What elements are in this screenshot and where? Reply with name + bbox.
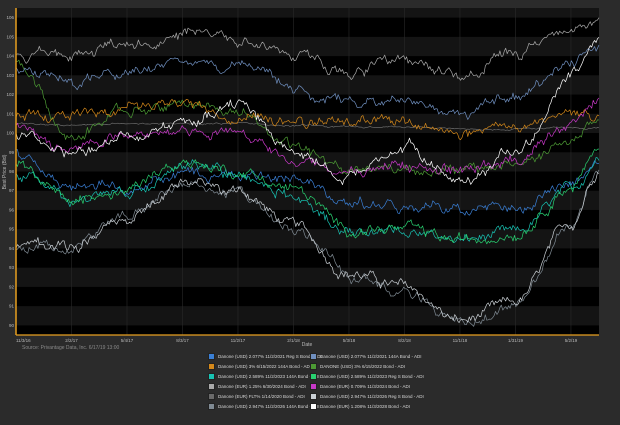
series-line [15, 148, 600, 245]
series-line [15, 98, 600, 141]
legend-label: Danone (EUR) FLT% 1/14/2020 Bond - ADI [218, 394, 305, 399]
series-line [15, 169, 600, 327]
x-tick-label: 5/2/19 [565, 338, 578, 343]
legend-label: Danone (USD) 3% 6/15/2022 144A Bond - AD… [218, 364, 312, 369]
legend-item: Danone (EUR) 0.709% 11/3/2024 Bond - ADI [310, 383, 410, 390]
legend-swatch [310, 363, 317, 370]
legend-swatch [310, 353, 317, 360]
series-line [15, 37, 600, 186]
series-line [15, 59, 600, 177]
y-tick-label: 91 [9, 304, 15, 309]
legend-swatch [310, 393, 317, 400]
legend-swatch [208, 363, 215, 370]
legend-label: Danone (EUR) 1.25% 6/30/2024 Bond - ADI [218, 384, 306, 389]
series-line [15, 97, 600, 178]
legend-item: Danone (EUR) 1.25% 6/30/2024 Bond - ADI [208, 383, 306, 390]
legend-item: Danone (EUR) FLT% 1/14/2020 Bond - ADI [208, 393, 305, 400]
y-band [16, 36, 599, 57]
legend-item: DANONE (USD) 3% 6/15/2022 Bond - ADI [310, 363, 405, 370]
y-tick-label: 100 [6, 131, 14, 136]
x-tick-label: 2/2/17 [65, 338, 78, 343]
y-band [16, 306, 599, 326]
y-tick-label: 94 [9, 246, 15, 251]
series-line [15, 17, 600, 81]
x-tick-label: 11/2/17 [231, 338, 246, 343]
y-tick-label: 101 [6, 111, 14, 116]
y-band [16, 113, 599, 134]
legend-swatch [208, 393, 215, 400]
y-tick-label: 95 [9, 227, 15, 232]
series-line [15, 44, 600, 120]
legend-label: Danone (USD) 2.947% 11/2/2026 144A Bond … [218, 404, 320, 409]
legend-label: Danone (USD) 2.947% 11/2/2026 Reg S Bond… [320, 394, 424, 399]
legend-item: Danone (USD) 2.077% 11/2/2021 144A Bond … [310, 353, 421, 360]
x-tick-label: 5/4/17 [121, 338, 134, 343]
y-band [16, 75, 599, 95]
series-line [15, 149, 600, 216]
series-line [15, 172, 600, 323]
x-tick-label: 1/31/19 [508, 338, 524, 343]
legend-item: Danone (USD) 3% 6/15/2022 144A Bond - AD… [208, 363, 311, 370]
y-tick-label: 105 [6, 34, 14, 39]
x-tick-label: 8/2/18 [398, 338, 411, 343]
y-tick-label: 92 [9, 284, 15, 289]
y-tick-label: 104 [6, 54, 14, 59]
legend-label: DANONE (USD) 3% 6/15/2022 Bond - ADI [320, 364, 406, 369]
legend-label: Danone (USD) 2.589% 11/2/2023 144A Bond … [218, 374, 320, 379]
y-tick-label: 102 [6, 92, 14, 97]
legend: Danone (USD) 2.077% 11/2/2021 Reg S Bond… [208, 353, 618, 417]
series-lines [15, 17, 600, 327]
x-tick-label: 11/3/16 [16, 338, 31, 343]
legend-swatch [208, 373, 215, 380]
y-axis-title: Best Price (Bid) [2, 154, 8, 189]
x-tick-label: 2/1/18 [287, 338, 300, 343]
legend-label: Danone (EUR) 1.208% 11/3/2028 Bond - ADI [320, 404, 410, 409]
y-tick-label: 98 [9, 169, 15, 174]
legend-swatch [208, 403, 215, 410]
x-tick-label: 5/3/18 [343, 338, 356, 343]
legend-item: Danone (USD) 2.589% 11/2/2023 144A Bond … [208, 373, 319, 380]
y-band [16, 8, 599, 18]
x-tick-label: 8/3/17 [176, 338, 189, 343]
legend-item: Danone (EUR) 1.208% 11/3/2028 Bond - ADI [310, 403, 410, 410]
y-tick-label: 93 [9, 265, 15, 270]
legend-swatch [310, 403, 317, 410]
legend-item: Danone (USD) 2.947% 11/2/2026 Reg S Bond… [310, 393, 424, 400]
legend-swatch [310, 383, 317, 390]
x-axis-title: Date [302, 342, 313, 348]
legend-label: Danone (USD) 2.077% 11/2/2021 Reg S Bond… [218, 354, 322, 359]
y-tick-label: 96 [9, 207, 15, 212]
source-note: Source: Privantage Data, Inc. 6/17/19 13… [22, 345, 120, 351]
y-tick-labels: 90 91 92 93 94 95 96 97 98 99 100 101 102 103 104 105 10… [6, 15, 14, 328]
y-tick-label: 97 [9, 188, 15, 193]
legend-swatch [208, 353, 215, 360]
y-tick-label: 90 [9, 323, 15, 328]
legend-swatch [208, 383, 215, 390]
y-tick-label: 103 [6, 73, 14, 78]
legend-swatch [310, 373, 317, 380]
y-band [16, 267, 599, 287]
x-tick-label: 11/1/18 [453, 338, 468, 343]
y-band [16, 229, 599, 249]
y-band [16, 190, 599, 210]
legend-label: Danone (USD) 2.077% 11/2/2021 144A Bond … [320, 354, 422, 359]
y-tick-label: 99 [9, 150, 15, 155]
x-tick-labels: 11/3/16 2/2/17 5/4/17 8/3/17 11/2/17 2/1/18 5/… [16, 338, 578, 343]
legend-item: Danone (USD) 2.947% 11/2/2026 144A Bond … [208, 403, 319, 410]
legend-item: Danone (USD) 2.589% 11/2/2023 Reg S Bond… [310, 373, 424, 380]
legend-item: Danone (USD) 2.077% 11/2/2021 Reg S Bond… [208, 353, 322, 360]
series-line [15, 157, 600, 243]
y-bands [16, 8, 599, 326]
series-line [15, 121, 600, 131]
legend-label: Danone (EUR) 0.709% 11/3/2024 Bond - ADI [320, 384, 410, 389]
legend-label: Danone (USD) 2.589% 11/2/2023 Reg S Bond… [320, 374, 424, 379]
y-tick-label: 106 [6, 15, 14, 20]
